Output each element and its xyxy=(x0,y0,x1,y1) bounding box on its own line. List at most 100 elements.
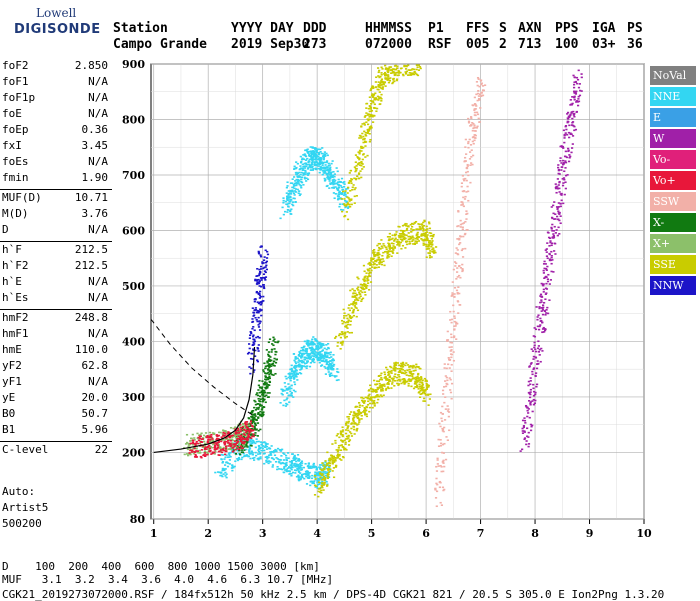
echo-point xyxy=(358,149,362,152)
echo-point xyxy=(350,427,353,430)
echo-point xyxy=(297,470,301,473)
echo-point xyxy=(557,206,561,208)
echo-point xyxy=(300,475,303,477)
echo-point xyxy=(397,243,400,245)
echo-point xyxy=(450,336,453,339)
echo-point xyxy=(263,462,266,465)
footer-distance-row: D 100 200 400 600 800 1000 1500 3000 [km… xyxy=(2,560,320,573)
echo-point xyxy=(362,411,365,413)
echo-point xyxy=(405,371,408,374)
echo-point xyxy=(563,137,566,139)
echo-point xyxy=(320,342,323,345)
echo-point xyxy=(263,406,266,409)
echo-point xyxy=(431,240,434,242)
echo-point xyxy=(243,436,246,439)
echo-point xyxy=(368,132,371,135)
echo-point xyxy=(444,380,447,382)
echo-point xyxy=(551,223,554,226)
echo-point xyxy=(472,127,475,130)
echo-point xyxy=(309,164,312,166)
echo-point xyxy=(529,393,532,396)
param-name: hmF1 xyxy=(2,327,29,340)
echo-point xyxy=(265,461,268,463)
echo-point xyxy=(413,70,416,73)
echo-point xyxy=(300,178,303,181)
echo-point xyxy=(387,71,390,74)
echo-point xyxy=(377,258,380,261)
echo-point xyxy=(558,181,561,184)
echo-point xyxy=(294,358,297,360)
echo-point xyxy=(259,453,262,455)
echo-point xyxy=(365,287,368,290)
echo-point xyxy=(412,387,416,390)
echo-point xyxy=(360,150,363,152)
echo-point xyxy=(377,99,380,101)
echo-point xyxy=(366,128,369,131)
echo-point xyxy=(265,459,268,462)
echo-point xyxy=(347,182,351,184)
echo-point xyxy=(331,186,334,189)
echo-point xyxy=(254,432,257,434)
echo-point xyxy=(250,410,254,413)
echo-point xyxy=(545,251,548,253)
echo-point xyxy=(261,380,264,382)
echo-point xyxy=(363,285,367,287)
echo-point xyxy=(257,417,260,419)
echo-point xyxy=(255,454,258,457)
echo-point xyxy=(388,67,391,69)
echo-point xyxy=(360,176,363,179)
echo-point xyxy=(405,380,408,383)
echo-point xyxy=(300,460,304,463)
echo-point xyxy=(556,186,559,188)
echo-point xyxy=(415,228,419,230)
echo-point xyxy=(189,439,192,442)
echo-point xyxy=(249,357,253,360)
echo-point xyxy=(295,362,298,365)
echo-point xyxy=(225,450,228,453)
param-value: N/A xyxy=(88,327,108,340)
echo-point xyxy=(439,481,442,484)
echo-point xyxy=(376,252,379,254)
echo-point xyxy=(459,235,462,237)
echo-point xyxy=(366,114,369,116)
echo-point xyxy=(326,484,329,486)
echo-point xyxy=(237,456,241,459)
echo-point xyxy=(534,356,538,359)
echo-point xyxy=(470,117,473,120)
echo-point xyxy=(380,390,383,392)
echo-point xyxy=(290,377,293,379)
echo-point xyxy=(307,355,310,357)
echo-point xyxy=(363,277,366,279)
echo-point xyxy=(344,205,347,207)
echo-point xyxy=(260,285,263,288)
echo-trace-nne xyxy=(279,336,340,407)
echo-point xyxy=(562,147,565,149)
echo-point xyxy=(327,171,330,174)
echo-point xyxy=(291,182,294,184)
echo-point xyxy=(371,402,374,405)
echo-point xyxy=(357,172,361,174)
echo-point xyxy=(567,150,570,153)
echo-point xyxy=(373,97,376,99)
echo-point xyxy=(464,146,467,148)
echo-point xyxy=(448,359,451,361)
echo-point xyxy=(265,268,269,271)
param-value: 22 xyxy=(94,443,108,456)
echo-point xyxy=(313,153,316,156)
echo-point xyxy=(435,470,439,472)
echo-point xyxy=(423,243,427,246)
echo-point xyxy=(370,114,373,116)
echo-point xyxy=(353,428,356,431)
echo-point xyxy=(372,250,375,252)
echo-point xyxy=(365,107,368,109)
echo-point xyxy=(252,334,255,337)
echo-point xyxy=(425,236,429,239)
echo-point xyxy=(348,198,351,201)
echo-point xyxy=(398,245,401,247)
echo-point xyxy=(327,363,330,366)
echo-point xyxy=(302,173,305,175)
echo-point xyxy=(325,185,328,188)
echo-point xyxy=(345,201,349,203)
echo-point xyxy=(293,462,296,465)
echo-point xyxy=(414,366,417,369)
